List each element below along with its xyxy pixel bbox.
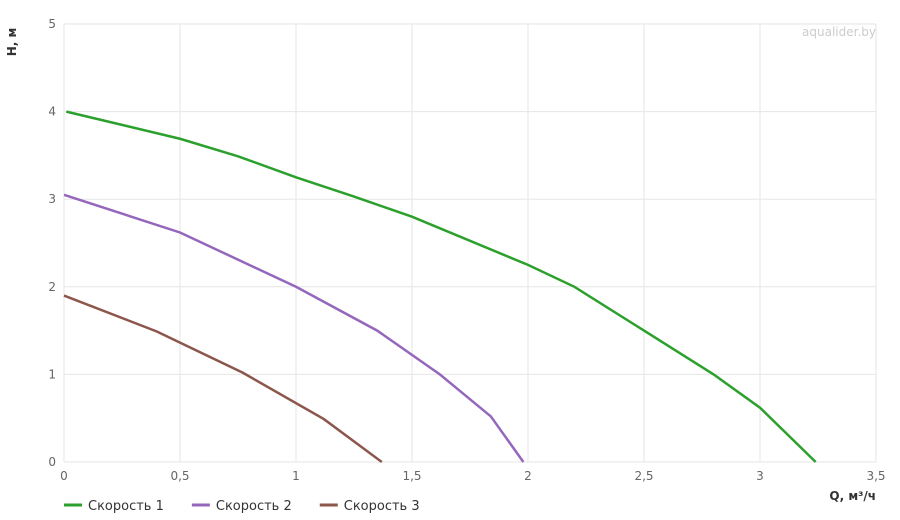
y-axis-label: H, м — [5, 28, 19, 57]
y-tick-label: 0 — [48, 455, 56, 469]
y-tick-label: 5 — [48, 17, 56, 31]
y-tick-label: 4 — [48, 105, 56, 119]
y-tick-label: 2 — [48, 280, 56, 294]
series-line — [66, 110, 817, 463]
watermark: aqualider.by — [802, 25, 876, 39]
legend-label: Скорость 2 — [216, 499, 292, 514]
x-tick-label: 0 — [60, 469, 68, 483]
legend-label: Скорость 3 — [344, 499, 420, 514]
series-line — [63, 193, 525, 463]
series-line — [63, 294, 383, 464]
x-tick-label: 3,5 — [866, 469, 885, 483]
x-tick-label: 1 — [292, 469, 300, 483]
x-tick-label: 2,5 — [634, 469, 653, 483]
legend-label: Скорость 1 — [88, 499, 164, 514]
x-tick-label: 2 — [524, 469, 532, 483]
x-tick-label: 0,5 — [170, 469, 189, 483]
x-tick-label: 3 — [756, 469, 764, 483]
x-tick-label: 1,5 — [402, 469, 421, 483]
y-tick-label: 1 — [48, 367, 56, 381]
x-axis-label: Q, м³/ч — [829, 489, 876, 503]
y-tick-label: 3 — [48, 192, 56, 206]
